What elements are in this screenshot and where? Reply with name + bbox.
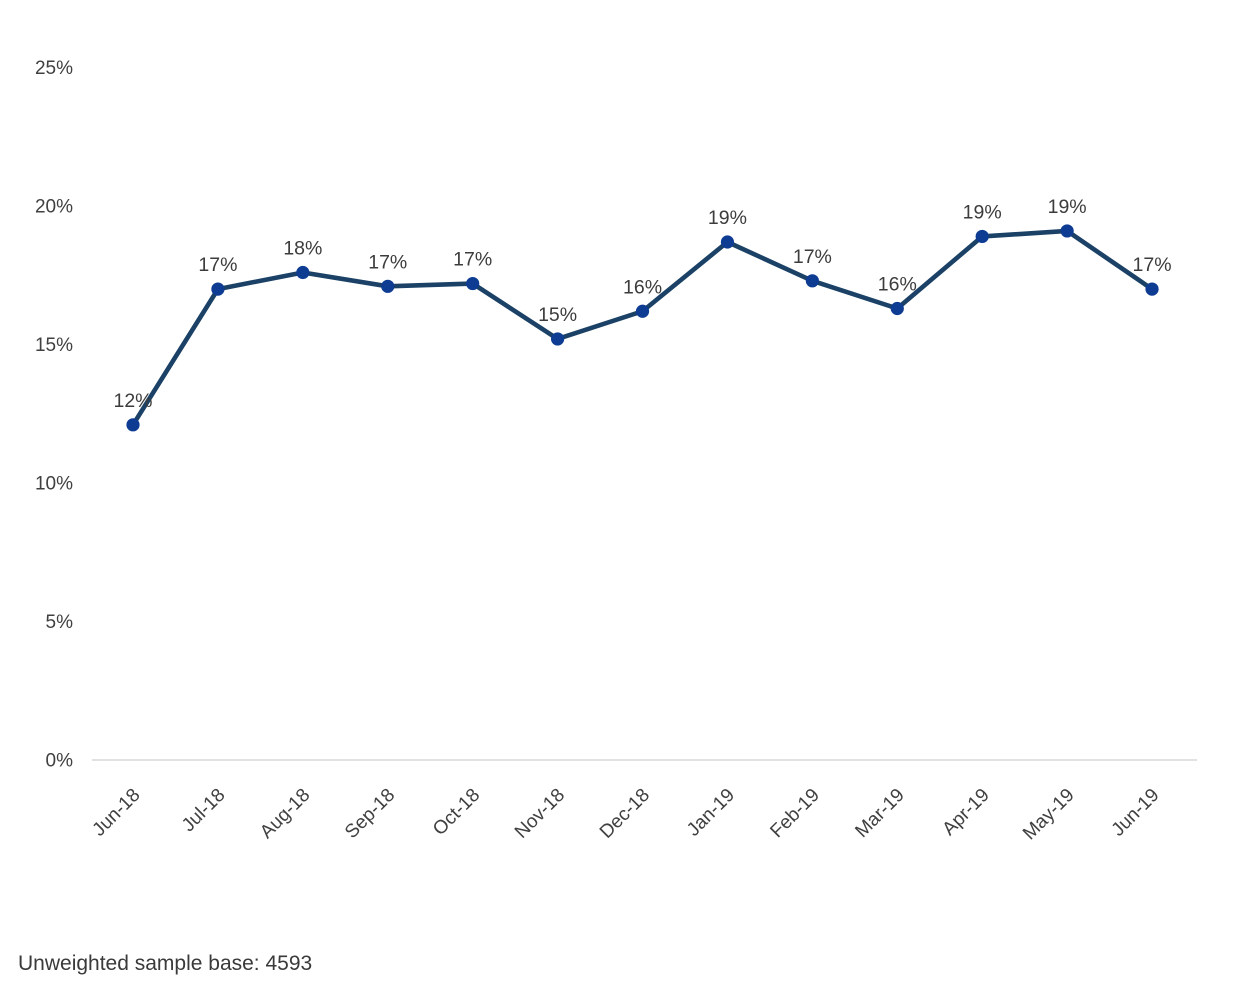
x-tick-label: Sep-18 — [341, 785, 399, 843]
data-point-marker — [1145, 282, 1159, 296]
data-point-marker — [211, 282, 225, 296]
data-point-marker — [635, 304, 650, 318]
data-point-marker — [466, 276, 480, 291]
data-point-marker — [296, 265, 310, 280]
data-point-marker — [720, 235, 735, 249]
data-point-marker — [890, 301, 904, 316]
data-point-marker — [126, 418, 140, 432]
x-tick-label: Jun-19 — [1108, 785, 1164, 841]
data-label: 17% — [1133, 254, 1172, 276]
data-label: 17% — [198, 254, 237, 276]
y-tick-label: 0% — [46, 751, 74, 772]
x-tick-label: Oct-18 — [429, 785, 484, 840]
x-tick-label: Jan-19 — [683, 785, 739, 841]
data-label: 17% — [793, 246, 832, 268]
y-tick-label: 25% — [35, 58, 73, 79]
data-point-marker — [551, 332, 565, 346]
y-tick-label: 15% — [35, 335, 73, 356]
data-point-marker — [1060, 224, 1074, 238]
data-label: 16% — [623, 276, 662, 298]
data-label: 19% — [963, 201, 1002, 223]
x-tick-label: May-19 — [1019, 785, 1079, 845]
data-point-marker — [805, 274, 819, 288]
data-point-marker — [381, 279, 395, 293]
data-label: 19% — [708, 207, 747, 229]
y-tick-label: 10% — [35, 474, 73, 495]
data-label: 16% — [878, 273, 917, 295]
x-tick-label: Jul-18 — [178, 785, 229, 836]
y-tick-label: 5% — [46, 612, 74, 633]
x-tick-label: Jun-18 — [89, 785, 145, 841]
chart-svg: 0% 5% 10% 15% 20% 25% Jun-18 Jul-18 Aug-18 Sep-18… — [35, 58, 1197, 845]
data-label: 15% — [538, 304, 577, 326]
x-tick-label: Dec-18 — [596, 785, 654, 843]
sample-base-note: Unweighted sample base: 4593 — [18, 952, 313, 975]
x-tick-label: Apr-19 — [939, 785, 994, 840]
data-label: 17% — [453, 249, 492, 271]
trend-line — [130, 228, 1155, 428]
x-tick-label: Mar-19 — [851, 785, 908, 842]
data-label: 12% — [113, 390, 152, 412]
data-label: 19% — [1048, 196, 1087, 218]
data-label: 17% — [368, 251, 407, 273]
line-chart: 0% 5% 10% 15% 20% 25% Jun-18 Jul-18 Aug-18 Sep-18… — [35, 58, 1197, 845]
x-tick-label: Aug-18 — [256, 785, 314, 843]
x-tick-label: Feb-19 — [766, 785, 823, 842]
x-tick-label: Nov-18 — [511, 785, 569, 843]
data-label: 18% — [283, 237, 322, 259]
y-tick-label: 20% — [35, 197, 73, 218]
data-point-marker — [975, 229, 989, 244]
